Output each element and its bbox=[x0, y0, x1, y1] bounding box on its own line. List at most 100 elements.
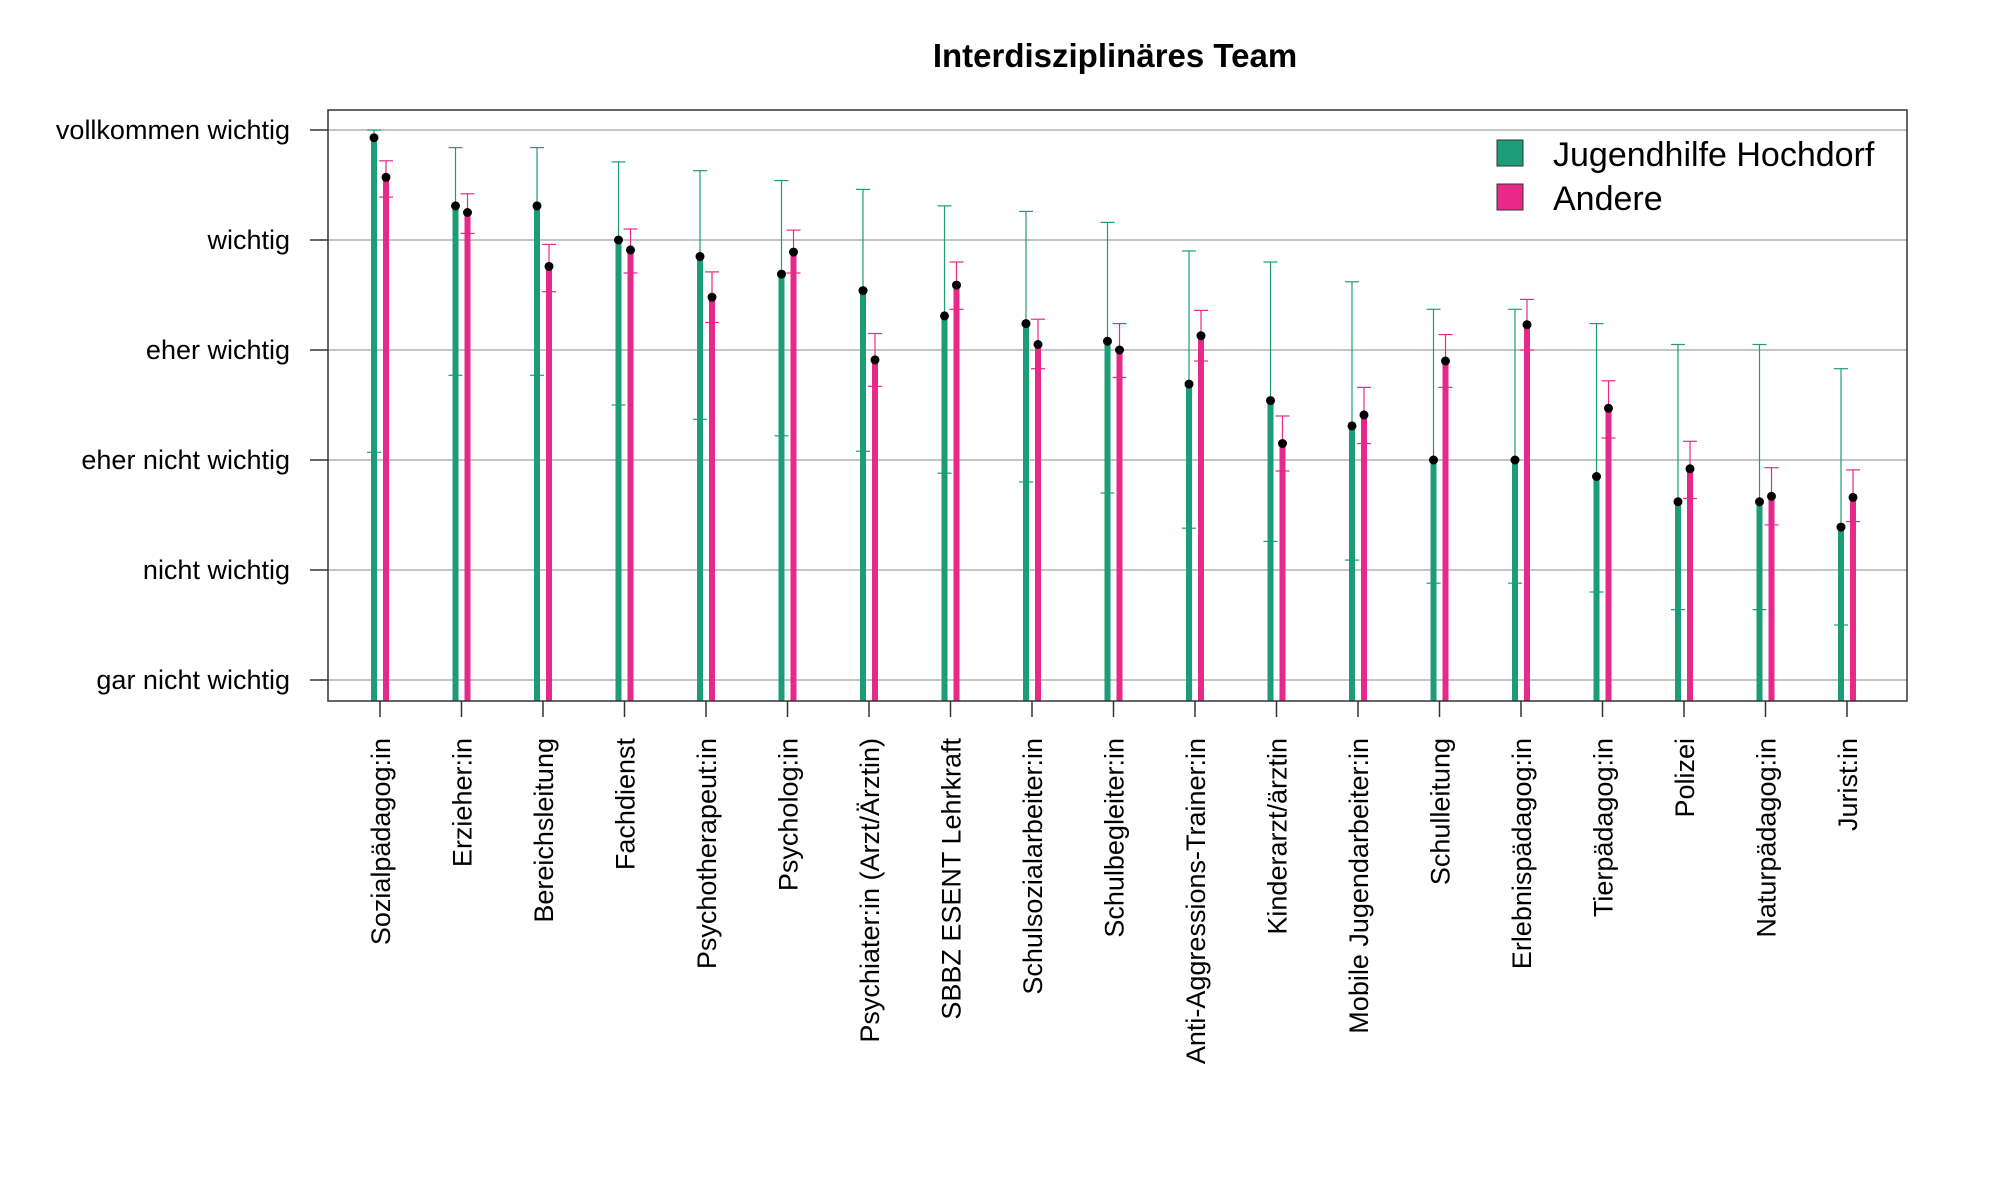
error-bar-jugendhilfe-hochdorf bbox=[1508, 308, 1522, 584]
mean-point-andere bbox=[1196, 331, 1206, 341]
mean-point-andere bbox=[1848, 492, 1858, 502]
mean-point-jugendhilfe-hochdorf bbox=[777, 269, 786, 279]
bar-jugendhilfe-hochdorf bbox=[778, 274, 785, 701]
error-bar-jugendhilfe-hochdorf bbox=[1589, 323, 1604, 593]
x-tick-label: Kinderarzt/ärztin bbox=[1263, 738, 1293, 935]
bar-andere bbox=[546, 266, 552, 701]
mean-point-andere bbox=[952, 280, 961, 290]
error-bar-jugendhilfe-hochdorf bbox=[530, 147, 544, 376]
mean-point-jugendhilfe-hochdorf bbox=[858, 286, 868, 296]
x-tick-label: Bereichsleitung bbox=[529, 738, 559, 923]
y-tick-label: vollkommen wichtig bbox=[56, 115, 290, 145]
mean-point-jugendhilfe-hochdorf bbox=[1755, 497, 1764, 507]
bar-andere bbox=[872, 359, 878, 701]
mean-points bbox=[369, 133, 1858, 532]
bar-andere bbox=[383, 177, 389, 702]
mean-point-andere bbox=[381, 172, 391, 182]
mean-point-andere bbox=[1441, 356, 1450, 366]
mean-point-andere bbox=[1685, 464, 1695, 474]
mean-point-andere bbox=[789, 247, 798, 257]
x-tick-label: Tierpädagog:in bbox=[1589, 738, 1619, 917]
bar-andere bbox=[1198, 335, 1204, 701]
mean-point-jugendhilfe-hochdorf bbox=[1184, 379, 1194, 389]
mean-point-andere bbox=[463, 208, 472, 217]
mean-point-andere bbox=[544, 261, 554, 271]
mean-point-andere bbox=[1604, 403, 1613, 413]
error-bar-jugendhilfe-hochdorf bbox=[1426, 308, 1441, 584]
x-tick-label: Naturpädagog:in bbox=[1752, 738, 1782, 938]
mean-point-jugendhilfe-hochdorf bbox=[695, 252, 705, 261]
legend-label-jugendhilfe-hochdorf: Jugendhilfe Hochdorf bbox=[1553, 136, 1875, 174]
x-tick-label: Schulsozialarbeiter:in bbox=[1018, 738, 1048, 995]
bar-jugendhilfe-hochdorf bbox=[1267, 400, 1274, 701]
error-bar-jugendhilfe-hochdorf bbox=[1752, 343, 1767, 611]
bar-andere bbox=[709, 297, 715, 701]
mean-point-jugendhilfe-hochdorf bbox=[1347, 421, 1357, 431]
legend-swatch-jugendhilfe-hochdorf bbox=[1496, 139, 1524, 167]
x-tick-label: Anti-Aggressions-Trainer:in bbox=[1181, 738, 1211, 1064]
legend: Jugendhilfe Hochdorf Andere bbox=[1496, 136, 1875, 218]
error-bar-jugendhilfe-hochdorf bbox=[448, 147, 463, 376]
error-bar-jugendhilfe-hochdorf bbox=[1182, 250, 1196, 529]
bar-andere bbox=[1361, 414, 1367, 701]
error-bar-jugendhilfe-hochdorf bbox=[611, 161, 626, 406]
mean-point-jugendhilfe-hochdorf bbox=[1673, 497, 1683, 507]
bar-andere bbox=[953, 285, 960, 701]
bar-jugendhilfe-hochdorf bbox=[615, 240, 622, 701]
bar-andere bbox=[1116, 350, 1123, 701]
bar-andere bbox=[1605, 408, 1612, 701]
bar-andere bbox=[1524, 324, 1530, 701]
x-tick-label: Psycholog:in bbox=[774, 738, 804, 891]
mean-point-jugendhilfe-hochdorf bbox=[1836, 522, 1846, 532]
mean-point-jugendhilfe-hochdorf bbox=[369, 133, 379, 143]
mean-point-jugendhilfe-hochdorf bbox=[614, 235, 623, 245]
x-tick-label: SBBZ ESENT Lehrkraft bbox=[937, 738, 967, 1020]
x-tick-label: Psychiater:in (Arzt/Ärztin) bbox=[855, 738, 885, 1043]
mean-point-jugendhilfe-hochdorf bbox=[1510, 455, 1520, 465]
bar-jugendhilfe-hochdorf bbox=[1023, 323, 1029, 701]
y-tick-label: gar nicht wichtig bbox=[96, 665, 290, 695]
legend-label-andere: Andere bbox=[1553, 180, 1663, 218]
error-bar-jugendhilfe-hochdorf bbox=[937, 205, 952, 474]
x-tick-label: Schulbegleiter:in bbox=[1100, 738, 1130, 938]
x-tick-label: Sozialpädagog:in bbox=[366, 738, 396, 945]
plot-frame bbox=[327, 109, 1908, 702]
x-axis: Sozialpädagog:in Erzieher:in Bereichsleitu… bbox=[366, 701, 1863, 1064]
error-bar-jugendhilfe-hochdorf bbox=[367, 129, 381, 453]
mean-point-jugendhilfe-hochdorf bbox=[1429, 455, 1438, 465]
legend-swatch-andere bbox=[1496, 183, 1524, 211]
y-axis: gar nicht wichtig nicht wichtig eher nicht… bbox=[56, 115, 328, 695]
mean-point-jugendhilfe-hochdorf bbox=[1592, 472, 1601, 481]
error-bar-jugendhilfe-hochdorf bbox=[1019, 210, 1033, 483]
bar-andere bbox=[790, 252, 797, 701]
mean-point-andere bbox=[1767, 491, 1776, 501]
bar-andere bbox=[1687, 468, 1693, 701]
error-bar-jugendhilfe-hochdorf bbox=[693, 170, 707, 420]
mean-point-andere bbox=[707, 292, 717, 302]
mean-point-andere bbox=[1522, 320, 1532, 330]
x-tick-label: Erzieher:in bbox=[448, 738, 478, 867]
mean-point-jugendhilfe-hochdorf bbox=[1266, 396, 1275, 406]
bar-jugendhilfe-hochdorf bbox=[697, 256, 703, 701]
mean-point-jugendhilfe-hochdorf bbox=[940, 311, 949, 321]
mean-point-andere bbox=[1115, 345, 1124, 355]
bar-andere bbox=[1850, 497, 1856, 701]
error-bar-jugendhilfe-hochdorf bbox=[1345, 281, 1359, 561]
chart-title: Interdisziplinäres Team bbox=[933, 37, 1297, 74]
error-bar-jugendhilfe-hochdorf bbox=[1100, 221, 1115, 494]
mean-point-jugendhilfe-hochdorf bbox=[1021, 319, 1031, 329]
bar-jugendhilfe-hochdorf bbox=[534, 205, 540, 701]
mean-point-andere bbox=[1033, 340, 1043, 349]
bar-andere bbox=[1279, 443, 1286, 701]
x-tick-label: Erlebnispädagog:in bbox=[1507, 738, 1537, 969]
mean-point-jugendhilfe-hochdorf bbox=[451, 201, 460, 211]
x-tick-label: Jurist:in bbox=[1833, 738, 1863, 831]
error-bar-jugendhilfe-hochdorf bbox=[1671, 343, 1685, 611]
bar-jugendhilfe-hochdorf bbox=[1104, 341, 1111, 701]
x-tick-label: Psychotherapeut:in bbox=[692, 738, 722, 969]
mean-point-jugendhilfe-hochdorf bbox=[532, 201, 542, 211]
bar-jugendhilfe-hochdorf bbox=[452, 205, 459, 701]
x-tick-label: Fachdienst bbox=[611, 738, 641, 871]
